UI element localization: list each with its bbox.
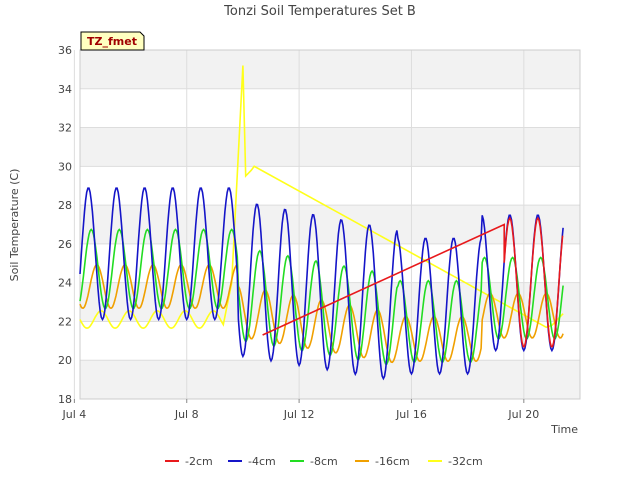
x-tick-label: Jul 12 xyxy=(283,408,315,421)
y-axis-label: Soil Temperature (C) xyxy=(8,169,21,282)
site-badge-box xyxy=(80,31,145,51)
legend-label: -16cm xyxy=(375,455,410,468)
y-tick-label: 30 xyxy=(58,160,72,173)
y-tick-label: 18 xyxy=(58,393,72,406)
y-tick-label: 24 xyxy=(58,277,72,290)
y-axis: 18 20 22 24 26 28 30 32 34 36 xyxy=(58,44,72,406)
y-tick-label: 32 xyxy=(58,122,72,135)
x-tick-label: Jul 20 xyxy=(507,408,539,421)
series-layer xyxy=(79,65,564,381)
plot-band xyxy=(80,205,580,244)
y-tick-label: 36 xyxy=(58,44,72,57)
site-badge: TZ_fmet xyxy=(80,31,145,51)
series-line-minus-32cm xyxy=(79,65,564,330)
x-tick-label: Jul 16 xyxy=(395,408,427,421)
plot-band xyxy=(80,127,580,167)
y-tick-label: 26 xyxy=(58,238,72,251)
legend-label: -32cm xyxy=(448,455,483,468)
legend-label: -4cm xyxy=(248,455,276,468)
plot-band xyxy=(80,360,580,399)
y-tick-label: 34 xyxy=(58,83,72,96)
x-tick-label: Jul 4 xyxy=(61,408,86,421)
x-tick-label: Jul 8 xyxy=(174,408,199,421)
site-badge-text: TZ_fmet xyxy=(87,35,137,48)
plot-band xyxy=(80,50,580,89)
series-line-minus-2cm xyxy=(262,216,564,348)
y-tick-label: 28 xyxy=(58,199,72,212)
legend-label: -8cm xyxy=(310,455,338,468)
x-axis-label: Time xyxy=(550,423,578,436)
chart-title: Tonzi Soil Temperatures Set B xyxy=(223,4,416,19)
series-line-minus-4cm xyxy=(79,187,564,381)
x-axis: Jul 4 Jul 8 Jul 12 Jul 16 Jul 20 xyxy=(61,399,539,421)
legend: -2cm -4cm -8cm -16cm -32cm xyxy=(165,455,483,468)
plot-bands xyxy=(80,50,580,399)
y-tick-label: 22 xyxy=(58,315,72,328)
legend-label: -2cm xyxy=(185,455,213,468)
plot-frame xyxy=(79,49,581,400)
y-tick-label: 20 xyxy=(58,354,72,367)
